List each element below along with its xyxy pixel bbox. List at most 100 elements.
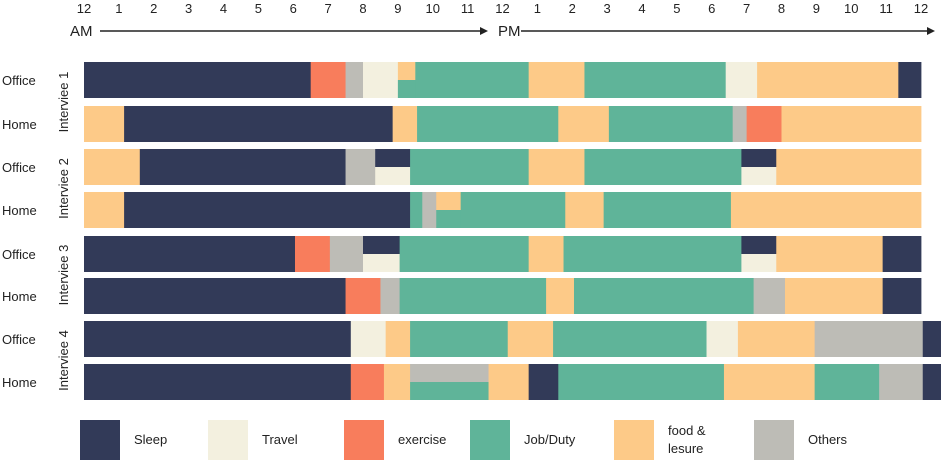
segment-sleep bbox=[741, 236, 777, 254]
segment-food bbox=[528, 62, 585, 98]
segment-sleep bbox=[84, 236, 296, 272]
segment-food bbox=[558, 106, 610, 142]
segment-sleep bbox=[84, 321, 352, 357]
time-tick-label: 9 bbox=[813, 1, 820, 16]
segment-travel bbox=[741, 167, 777, 185]
segment-job bbox=[399, 236, 530, 272]
time-tick-label: 2 bbox=[569, 1, 576, 16]
segment-travel bbox=[725, 62, 758, 98]
segment-others bbox=[753, 278, 786, 314]
segment-food bbox=[84, 149, 141, 185]
segment-others bbox=[345, 149, 376, 185]
segment-travel bbox=[363, 254, 401, 272]
legend-swatch-others bbox=[754, 420, 794, 460]
segment-job bbox=[436, 210, 462, 228]
segment-exercise bbox=[294, 236, 331, 272]
segment-sleep bbox=[363, 236, 401, 254]
segment-exercise bbox=[310, 62, 346, 98]
time-tick-label: 1 bbox=[534, 1, 541, 16]
segment-sleep bbox=[84, 278, 346, 314]
row-location-label: Home bbox=[2, 289, 37, 304]
time-tick-label: 3 bbox=[604, 1, 611, 16]
segment-food bbox=[528, 149, 585, 185]
row-location-label: Home bbox=[2, 117, 37, 132]
segment-food bbox=[776, 236, 884, 272]
segment-food bbox=[757, 62, 899, 98]
legend-label: Travel bbox=[262, 432, 298, 447]
segment-food bbox=[507, 321, 554, 357]
segment-exercise bbox=[345, 278, 381, 314]
row-location-label: Home bbox=[2, 375, 37, 390]
segment-sleep bbox=[139, 149, 346, 185]
legend-swatch-food bbox=[614, 420, 654, 460]
segment-food bbox=[385, 321, 411, 357]
segment-job bbox=[417, 106, 559, 142]
interviewee-label: Interviee 3 bbox=[56, 245, 71, 306]
segment-job bbox=[410, 321, 509, 357]
legend-label: Others bbox=[808, 432, 848, 447]
row-location-label: Office bbox=[2, 160, 36, 175]
time-tick-label: 5 bbox=[255, 1, 262, 16]
segment-food bbox=[730, 192, 922, 228]
segment-food bbox=[84, 106, 125, 142]
segment-others bbox=[329, 236, 364, 272]
time-tick-label: 9 bbox=[394, 1, 401, 16]
time-tick-label: 7 bbox=[743, 1, 750, 16]
segment-food bbox=[546, 278, 575, 314]
segment-travel bbox=[375, 167, 411, 185]
segment-job bbox=[399, 278, 547, 314]
segment-job bbox=[415, 62, 530, 98]
time-tick-label: 12 bbox=[77, 1, 91, 16]
segment-others bbox=[345, 62, 364, 98]
legend-label: exercise bbox=[398, 432, 446, 447]
segment-exercise bbox=[746, 106, 782, 142]
segment-food bbox=[781, 106, 922, 142]
time-tick-label: 11 bbox=[461, 1, 475, 16]
segment-sleep bbox=[922, 321, 941, 357]
segment-others bbox=[410, 364, 489, 382]
segment-job bbox=[563, 236, 742, 272]
legend-swatch-exercise bbox=[344, 420, 384, 460]
legend-label: food & lesure bbox=[668, 423, 706, 456]
segment-sleep bbox=[124, 106, 394, 142]
row-location-label: Home bbox=[2, 203, 37, 218]
segment-sleep bbox=[528, 364, 559, 400]
time-tick-label: 2 bbox=[150, 1, 157, 16]
segment-sleep bbox=[124, 192, 411, 228]
interviewee-label: Interviee 1 bbox=[56, 72, 71, 133]
time-tick-label: 8 bbox=[359, 1, 366, 16]
segment-job bbox=[553, 321, 707, 357]
interviewee-label: Interviee 4 bbox=[56, 330, 71, 391]
segment-job bbox=[558, 364, 725, 400]
segment-food bbox=[397, 62, 416, 80]
segment-sleep bbox=[882, 278, 922, 314]
legend-label: Sleep bbox=[134, 432, 167, 447]
time-tick-label: 8 bbox=[778, 1, 785, 16]
segment-food bbox=[383, 364, 411, 400]
segment-food bbox=[784, 278, 884, 314]
segment-food bbox=[528, 236, 564, 272]
segment-food bbox=[488, 364, 530, 400]
segment-food bbox=[84, 192, 125, 228]
legend-swatch-job bbox=[470, 420, 510, 460]
segment-job bbox=[410, 382, 489, 400]
segment-sleep bbox=[84, 364, 352, 400]
segment-job bbox=[460, 192, 566, 228]
segment-job bbox=[584, 62, 727, 98]
legend: Sleep Travel exercise Job/Duty food & lesure O… bbox=[80, 420, 848, 460]
timeline-rows: Office Home Interviee 1 Office Home Interviee… bbox=[2, 62, 941, 400]
segment-sleep bbox=[375, 149, 411, 167]
time-axis: AM PM 12 1 2 3 4 5 6 7 8 9 10 11 12 1 2 3 4 5 6 7 8 9 10 11 12 bbox=[70, 1, 935, 40]
time-tick-label: 10 bbox=[844, 1, 858, 16]
segment-job bbox=[608, 106, 734, 142]
segment-others bbox=[814, 321, 924, 357]
time-tick-label: 11 bbox=[879, 1, 893, 16]
segment-job bbox=[397, 80, 416, 98]
legend-swatch-travel bbox=[208, 420, 248, 460]
row-location-label: Office bbox=[2, 332, 36, 347]
segment-others bbox=[732, 106, 748, 142]
row-location-label: Office bbox=[2, 73, 36, 88]
segment-job bbox=[603, 192, 732, 228]
row-location-label: Office bbox=[2, 247, 36, 262]
segment-food bbox=[723, 364, 816, 400]
